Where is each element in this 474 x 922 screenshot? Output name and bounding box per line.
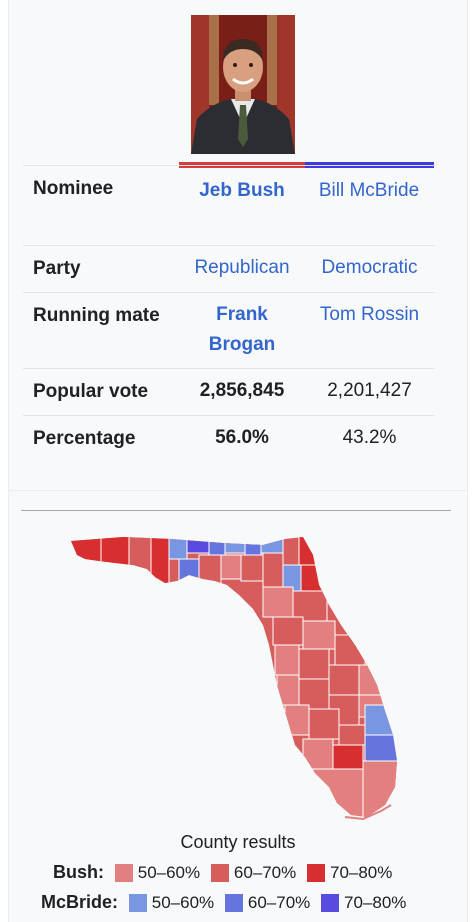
popular-vote-label: Popular vote (33, 381, 149, 402)
legend-bush: Bush: 50–60% 60–70% 70–80% (53, 862, 393, 883)
party-label: Party (33, 258, 81, 279)
map-divider (21, 510, 451, 511)
percentage-label: Percentage (33, 428, 136, 449)
county-results-map[interactable] (63, 525, 413, 830)
nominee-mcbride-link[interactable]: Bill McBride (318, 180, 420, 201)
popular-vote-bush: 2,856,845 (199, 380, 285, 401)
legend-item: 70–80% (321, 893, 406, 913)
election-infobox: Nominee Jeb Bush Bill McBride Party Repu… (8, 0, 468, 922)
nominee-label: Nominee (33, 178, 114, 199)
running-mate-mcbride-link[interactable]: Tom Rossin (319, 304, 420, 325)
popular-vote-mcbride: 2,201,427 (327, 380, 412, 401)
legend-item: 50–60% (114, 863, 200, 883)
portrait-image (191, 15, 295, 154)
row-divider (23, 292, 435, 293)
legend-swatch (224, 894, 243, 913)
legend-swatch (210, 864, 229, 883)
row-divider (23, 165, 435, 166)
legend-mcbride-label: McBride (41, 892, 113, 913)
section-divider (9, 490, 467, 491)
legend-item: 50–60% (128, 893, 214, 913)
row-divider (23, 368, 435, 369)
legend-swatch (114, 864, 133, 883)
legend-item: 60–70% (210, 863, 296, 883)
legend-item: 70–80% (306, 863, 392, 883)
row-divider (23, 415, 435, 416)
running-mate-bush-link[interactable]: Frank Brogan (208, 304, 276, 355)
party-republican-link[interactable]: Republican (194, 257, 290, 278)
legend-item: 60–70% (224, 893, 310, 913)
legend-swatch (321, 894, 339, 913)
party-democratic-link[interactable]: Democratic (321, 257, 418, 278)
legend-swatch (306, 864, 325, 883)
percentage-mcbride: 43.2% (342, 427, 397, 448)
map-caption: County results (180, 832, 296, 852)
candidate-portrait[interactable] (191, 15, 295, 154)
row-divider (23, 245, 435, 246)
legend-swatch (128, 894, 147, 913)
running-mate-label: Running mate (33, 305, 160, 326)
legend-mcbride: McBride: 50–60% 60–70% 70–80% (41, 892, 407, 913)
percentage-bush: 56.0% (215, 427, 269, 448)
nominee-bush-link[interactable]: Jeb Bush (199, 180, 285, 201)
legend-bush-label: Bush (53, 862, 98, 883)
